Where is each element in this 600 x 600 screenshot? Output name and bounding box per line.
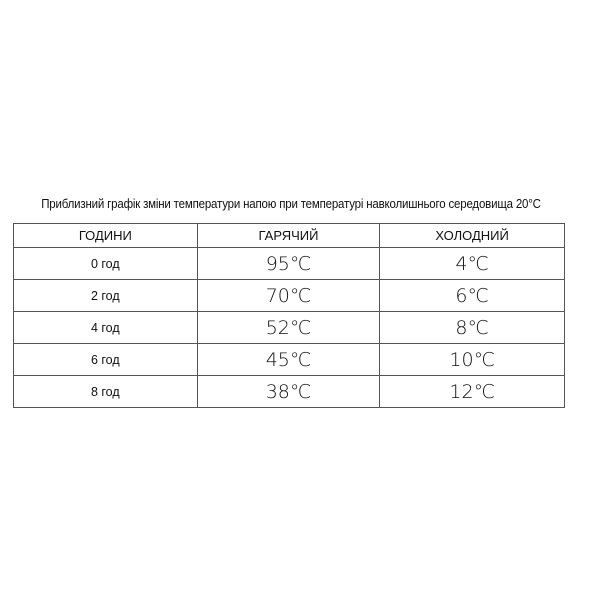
table-row: 6 год 45℃ 10℃ xyxy=(13,343,565,376)
hours-cell: 8 год xyxy=(13,375,198,408)
header-cold: ХОЛОДНИЙ xyxy=(379,223,565,248)
cold-cell: 4℃ xyxy=(379,247,565,280)
hot-cell: 52℃ xyxy=(196,311,381,344)
hours-cell: 0 год xyxy=(13,247,198,280)
table-title: Приблизний графік зміни температури напо… xyxy=(41,197,541,211)
hours-cell: 2 год xyxy=(13,279,198,312)
cold-cell: 10℃ xyxy=(379,343,565,376)
temperature-table: ГОДИНИ ГАРЯЧИЙ ХОЛОДНИЙ 0 год 95℃ 4℃ 2 год 7… xyxy=(13,223,565,408)
table-row: 0 год 95℃ 4℃ xyxy=(13,247,565,280)
hot-cell: 38℃ xyxy=(196,375,381,408)
hot-cell: 70℃ xyxy=(196,279,381,312)
table-row: 2 год 70℃ 6℃ xyxy=(13,279,565,312)
hours-cell: 6 год xyxy=(13,343,198,376)
cold-cell: 8℃ xyxy=(379,311,565,344)
hours-cell: 4 год xyxy=(13,311,198,344)
cold-cell: 6℃ xyxy=(379,279,565,312)
table-row: 8 год 38℃ 12℃ xyxy=(13,375,565,408)
header-hot: ГАРЯЧИЙ xyxy=(196,223,381,248)
cold-cell: 12℃ xyxy=(379,375,565,408)
table-row: 4 год 52℃ 8℃ xyxy=(13,311,565,344)
header-hours: ГОДИНИ xyxy=(13,223,198,248)
hot-cell: 45℃ xyxy=(196,343,381,376)
hot-cell: 95℃ xyxy=(196,247,381,280)
header-row: ГОДИНИ ГАРЯЧИЙ ХОЛОДНИЙ xyxy=(13,223,565,248)
